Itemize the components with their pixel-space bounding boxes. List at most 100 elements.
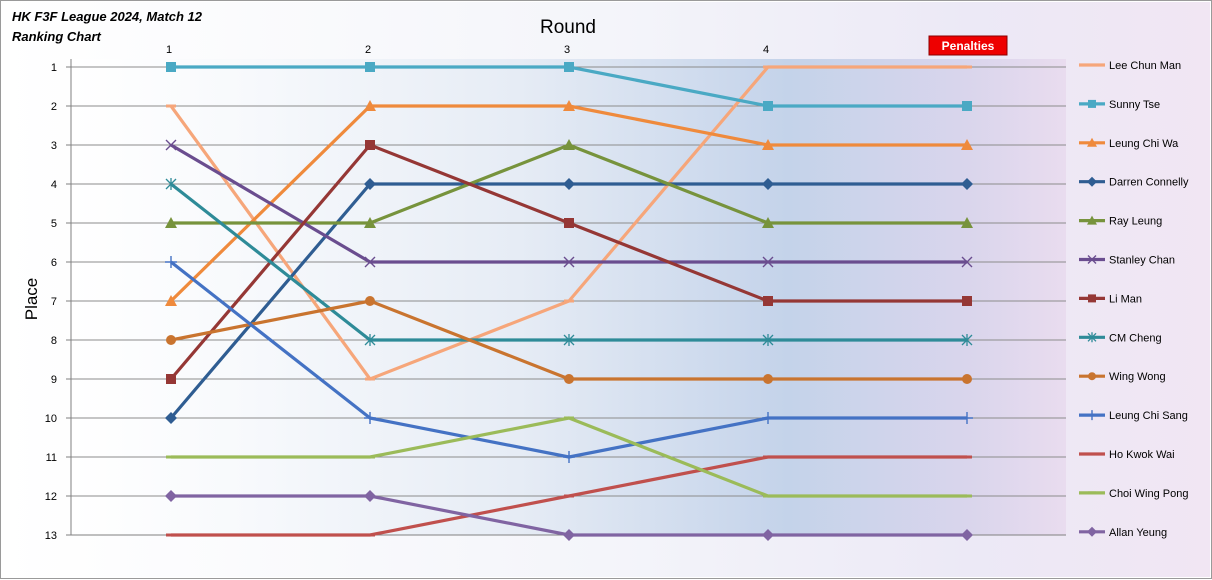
legend-item: Li Man	[1079, 293, 1142, 305]
data-point-marker	[563, 451, 575, 463]
data-point-marker	[962, 374, 972, 384]
data-point-marker	[1088, 491, 1096, 495]
data-point-marker	[564, 494, 574, 498]
data-point-marker	[961, 139, 973, 150]
data-point-marker	[1087, 255, 1097, 264]
y-tick-label: 1	[51, 62, 57, 74]
data-point-marker	[1088, 63, 1096, 67]
data-point-marker	[962, 494, 972, 498]
x-tick-label: 3	[564, 44, 570, 56]
series-group	[165, 62, 973, 541]
legend-item: Leung Chi Wa	[1079, 137, 1179, 150]
legend-label: Darren Connelly	[1109, 177, 1189, 189]
series-darren-connelly	[165, 178, 973, 424]
data-point-marker	[763, 494, 773, 498]
series-li-man	[166, 140, 972, 384]
legend-label: Li Man	[1109, 293, 1142, 305]
data-point-marker	[165, 217, 177, 228]
data-point-marker	[365, 455, 375, 459]
y-tick-label: 12	[45, 491, 57, 503]
data-point-marker	[763, 455, 773, 459]
data-point-marker	[1087, 176, 1097, 187]
data-point-marker	[762, 217, 774, 228]
data-point-marker	[1088, 372, 1096, 381]
data-point-marker	[364, 178, 376, 190]
data-point-marker	[365, 377, 375, 381]
data-point-marker	[1087, 410, 1097, 421]
data-point-marker	[961, 178, 973, 190]
legend: Lee Chun Man Sunny Tse Leung Chi Wa Darren …	[1079, 60, 1189, 539]
data-point-marker	[961, 334, 973, 346]
legend-item: Choi Wing Pong	[1079, 488, 1189, 500]
x-axis-ticks: 1 2 3 4	[166, 44, 769, 56]
legend-label: Leung Chi Wa	[1109, 138, 1179, 150]
series-wing-wong	[166, 296, 972, 384]
series-leung-chi-wa	[165, 100, 973, 306]
y-tick-label: 4	[51, 179, 57, 191]
penalties-badge: Penalties	[928, 35, 1008, 56]
data-point-marker	[365, 296, 375, 306]
data-point-marker	[365, 140, 375, 150]
data-point-marker	[1088, 294, 1096, 303]
legend-label: Wing Wong	[1109, 371, 1166, 383]
legend-label: Lee Chun Man	[1109, 60, 1181, 72]
y-tick-label: 3	[51, 140, 57, 152]
data-point-marker	[563, 100, 575, 111]
data-point-marker	[1087, 137, 1097, 147]
y-tick-label: 5	[51, 218, 57, 230]
data-point-marker	[166, 455, 176, 459]
data-point-marker	[961, 256, 973, 268]
x-axis-title: Round	[540, 17, 596, 38]
data-point-marker	[564, 218, 574, 228]
data-point-marker	[564, 62, 574, 72]
data-point-marker	[364, 412, 376, 424]
data-point-marker	[962, 65, 972, 69]
y-tick-label: 9	[51, 374, 57, 386]
data-point-marker	[762, 178, 774, 190]
legend-label: CM Cheng	[1109, 332, 1162, 344]
data-point-marker	[961, 412, 973, 424]
legend-item: Leung Chi Sang	[1079, 410, 1188, 422]
legend-item: Darren Connelly	[1079, 176, 1189, 189]
data-point-marker	[364, 217, 376, 228]
data-point-marker	[762, 139, 774, 150]
data-point-marker	[564, 374, 574, 384]
data-point-marker	[564, 299, 574, 303]
data-point-marker	[564, 416, 574, 420]
data-point-marker	[961, 529, 973, 541]
penalties-label: Penalties	[942, 39, 995, 53]
data-point-marker	[165, 139, 177, 151]
data-point-marker	[762, 529, 774, 541]
data-point-marker	[364, 100, 376, 111]
data-point-marker	[961, 217, 973, 228]
data-point-marker	[1087, 332, 1097, 343]
data-point-marker	[563, 178, 575, 190]
data-point-marker	[166, 335, 176, 345]
data-point-marker	[1088, 452, 1096, 456]
data-point-marker	[1087, 215, 1097, 225]
y-tick-label: 2	[51, 101, 57, 113]
data-point-marker	[166, 533, 176, 537]
y-tick-label: 13	[45, 530, 57, 542]
data-point-marker	[962, 296, 972, 306]
data-point-marker	[563, 529, 575, 541]
legend-label: Allan Yeung	[1109, 527, 1167, 539]
legend-label: Choi Wing Pong	[1109, 488, 1189, 500]
data-point-marker	[563, 334, 575, 346]
series-sunny-tse	[166, 62, 972, 111]
y-tick-label: 11	[46, 452, 57, 464]
plot-area	[71, 59, 1066, 535]
data-point-marker	[166, 104, 176, 108]
data-point-marker	[762, 412, 774, 424]
y-tick-label: 8	[51, 335, 57, 347]
data-point-marker	[365, 62, 375, 72]
data-point-marker	[165, 490, 177, 502]
x-tick-label: 1	[166, 44, 172, 56]
legend-label: Leung Chi Sang	[1109, 410, 1188, 422]
chart-subtitle: Ranking Chart	[12, 29, 102, 44]
series-ho-kwok-wai	[166, 455, 972, 537]
legend-item: Ho Kwok Wai	[1079, 449, 1175, 461]
series-cm-cheng	[165, 178, 973, 346]
legend-item: Stanley Chan	[1079, 255, 1175, 267]
